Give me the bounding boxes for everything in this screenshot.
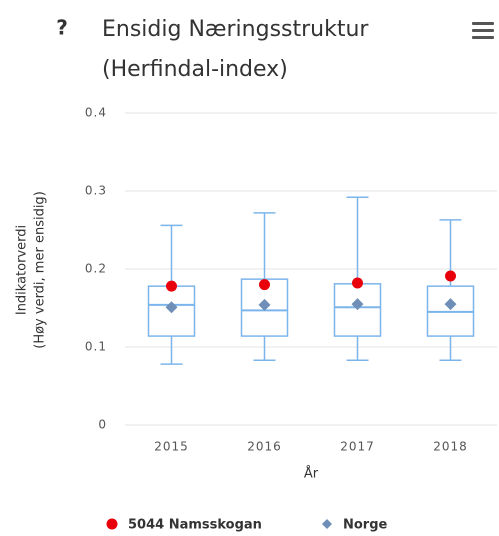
legend-symbol bbox=[106, 518, 118, 530]
legend-symbol bbox=[322, 519, 332, 529]
x-tick-label: 2015 bbox=[154, 440, 189, 454]
y-tick-label: 0.3 bbox=[85, 184, 107, 198]
y-tick-label: 0.2 bbox=[85, 262, 107, 276]
region-marker bbox=[445, 270, 456, 282]
region-marker bbox=[352, 277, 363, 289]
chart-title: Ensidig Næringsstruktur bbox=[102, 17, 369, 42]
region-marker bbox=[166, 280, 177, 292]
y-tick-label: 0 bbox=[98, 418, 107, 432]
x-axis-label: År bbox=[304, 466, 319, 482]
x-tick-label: 2017 bbox=[340, 440, 375, 454]
norge-marker bbox=[165, 301, 178, 314]
norge-marker bbox=[258, 298, 271, 311]
help-icon[interactable]: ? bbox=[56, 16, 68, 40]
x-tick-label: 2016 bbox=[247, 440, 282, 454]
y-axis-label: Indikatorverdi bbox=[15, 225, 30, 315]
chart-title: (Herfindal-index) bbox=[102, 57, 288, 82]
region-marker bbox=[259, 279, 270, 291]
norge-marker bbox=[351, 298, 364, 311]
legend-label: Norge bbox=[343, 518, 388, 533]
x-tick-label: 2018 bbox=[433, 440, 468, 454]
y-tick-label: 0.1 bbox=[85, 340, 107, 354]
norge-marker bbox=[444, 298, 457, 311]
y-axis-label: (Høy verdi, mer ensidig) bbox=[33, 191, 48, 349]
legend-label: 5044 Namsskogan bbox=[128, 518, 262, 533]
menu-icon[interactable] bbox=[472, 22, 494, 39]
y-tick-label: 0.4 bbox=[85, 106, 107, 120]
